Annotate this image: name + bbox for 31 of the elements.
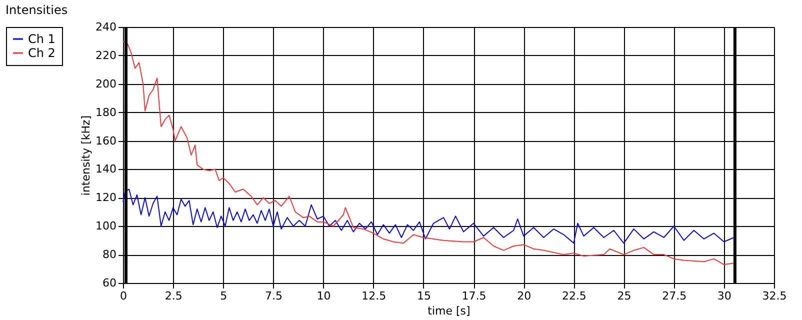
x-tick-label: 12.5 (362, 290, 386, 302)
x-tick-label: 15 (416, 290, 431, 302)
x-tick-label: 25 (617, 290, 632, 302)
y-tick-label: 160 (96, 134, 116, 148)
x-tick-label: 0 (120, 290, 127, 302)
x-tick-label: 5 (220, 290, 228, 302)
y-tick-label: 120 (96, 191, 116, 204)
chart-title: Intensities (6, 3, 68, 17)
line-series (122, 40, 734, 266)
y-tick-label: 140 (96, 162, 116, 176)
x-tick-label: 10 (316, 290, 331, 302)
x-tick-label: 20 (517, 290, 532, 302)
x-tick-label: 7.5 (264, 290, 282, 302)
x-tick-label: 27.5 (662, 290, 687, 302)
y-axis-title: intensity [kHz] (80, 115, 93, 196)
x-tick-label: 22.5 (562, 290, 586, 302)
legend-label: Ch 1 (28, 32, 56, 46)
line-series (122, 188, 734, 244)
legend-label: Ch 2 (28, 46, 56, 60)
x-tick-label: 2.5 (164, 290, 182, 302)
y-tick-label: 220 (96, 48, 116, 62)
x-tick-label: 30 (717, 290, 732, 302)
y-tick-label: 240 (96, 20, 116, 34)
y-tick-label: 60 (102, 276, 116, 290)
x-tick-label: 32.5 (762, 290, 787, 302)
y-tick-label: 100 (96, 220, 116, 233)
x-axis-title: time [s] (428, 304, 470, 318)
y-tick-label: 180 (96, 106, 116, 119)
x-tick-label: 17.5 (462, 290, 486, 302)
y-tick-label: 80 (102, 248, 116, 262)
y-tick-label: 200 (96, 77, 116, 90)
